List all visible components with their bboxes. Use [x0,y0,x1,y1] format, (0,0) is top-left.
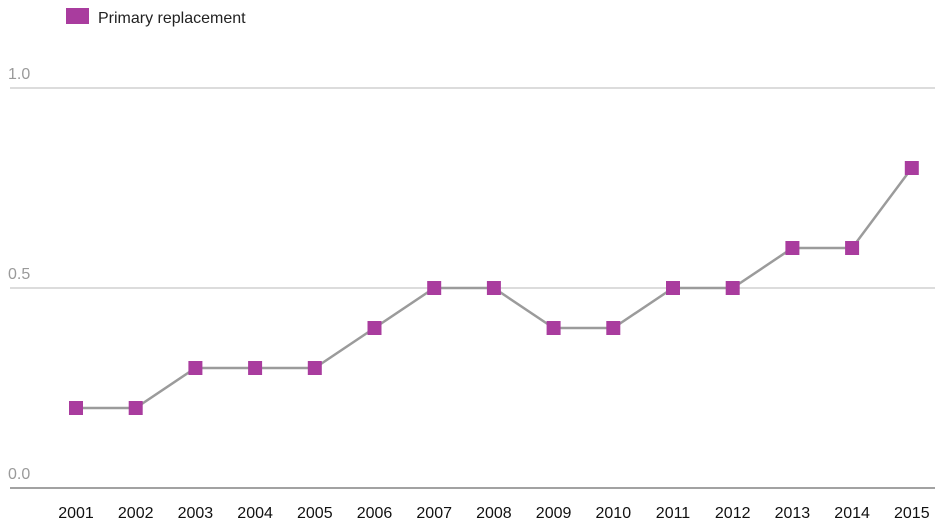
y-axis-tick-labels: 0.0 0.5 1.0 [8,66,30,483]
x-tick-label: 2009 [536,505,572,522]
data-point-marker [367,321,382,335]
legend-label-primary-replacement: Primary replacement [98,10,246,27]
x-tick-label: 2002 [118,505,154,522]
data-point-marker [427,281,442,295]
data-point-marker [606,321,621,335]
x-tick-label: 2006 [357,505,393,522]
x-tick-label: 2014 [834,505,870,522]
data-point-marker [248,361,263,375]
data-point-marker [69,401,83,415]
data-point-marker [725,281,740,295]
x-tick-label: 2011 [656,505,691,522]
y-tick-label: 0.5 [8,266,30,283]
x-tick-label: 2010 [596,505,632,522]
x-tick-label: 2004 [237,505,273,522]
legend: Primary replacement [66,8,246,27]
x-tick-label: 2001 [58,505,94,522]
x-tick-label: 2007 [416,505,452,522]
data-point-marker [546,321,561,335]
series-markers [69,161,919,415]
x-tick-label: 2013 [775,505,811,522]
legend-swatch-primary-replacement [66,8,89,24]
x-tick-label: 2015 [894,505,930,522]
y-tick-label: 0.0 [8,466,30,483]
data-point-marker [128,401,143,415]
data-point-marker [904,161,919,175]
x-tick-label: 2012 [715,505,751,522]
x-tick-label: 2003 [178,505,214,522]
gridlines [10,87,935,289]
x-axis-tick-labels: 2001 2002 2003 2004 2005 2006 2007 2008 2009 2010… [58,505,929,522]
x-tick-label: 2008 [476,505,512,522]
data-point-marker [188,361,203,375]
data-point-marker [486,281,501,295]
x-tick-label: 2005 [297,505,333,522]
data-point-marker [666,281,680,295]
data-point-marker [785,241,800,255]
y-tick-label: 1.0 [8,66,30,83]
data-point-marker [845,241,860,255]
data-point-marker [307,361,322,375]
